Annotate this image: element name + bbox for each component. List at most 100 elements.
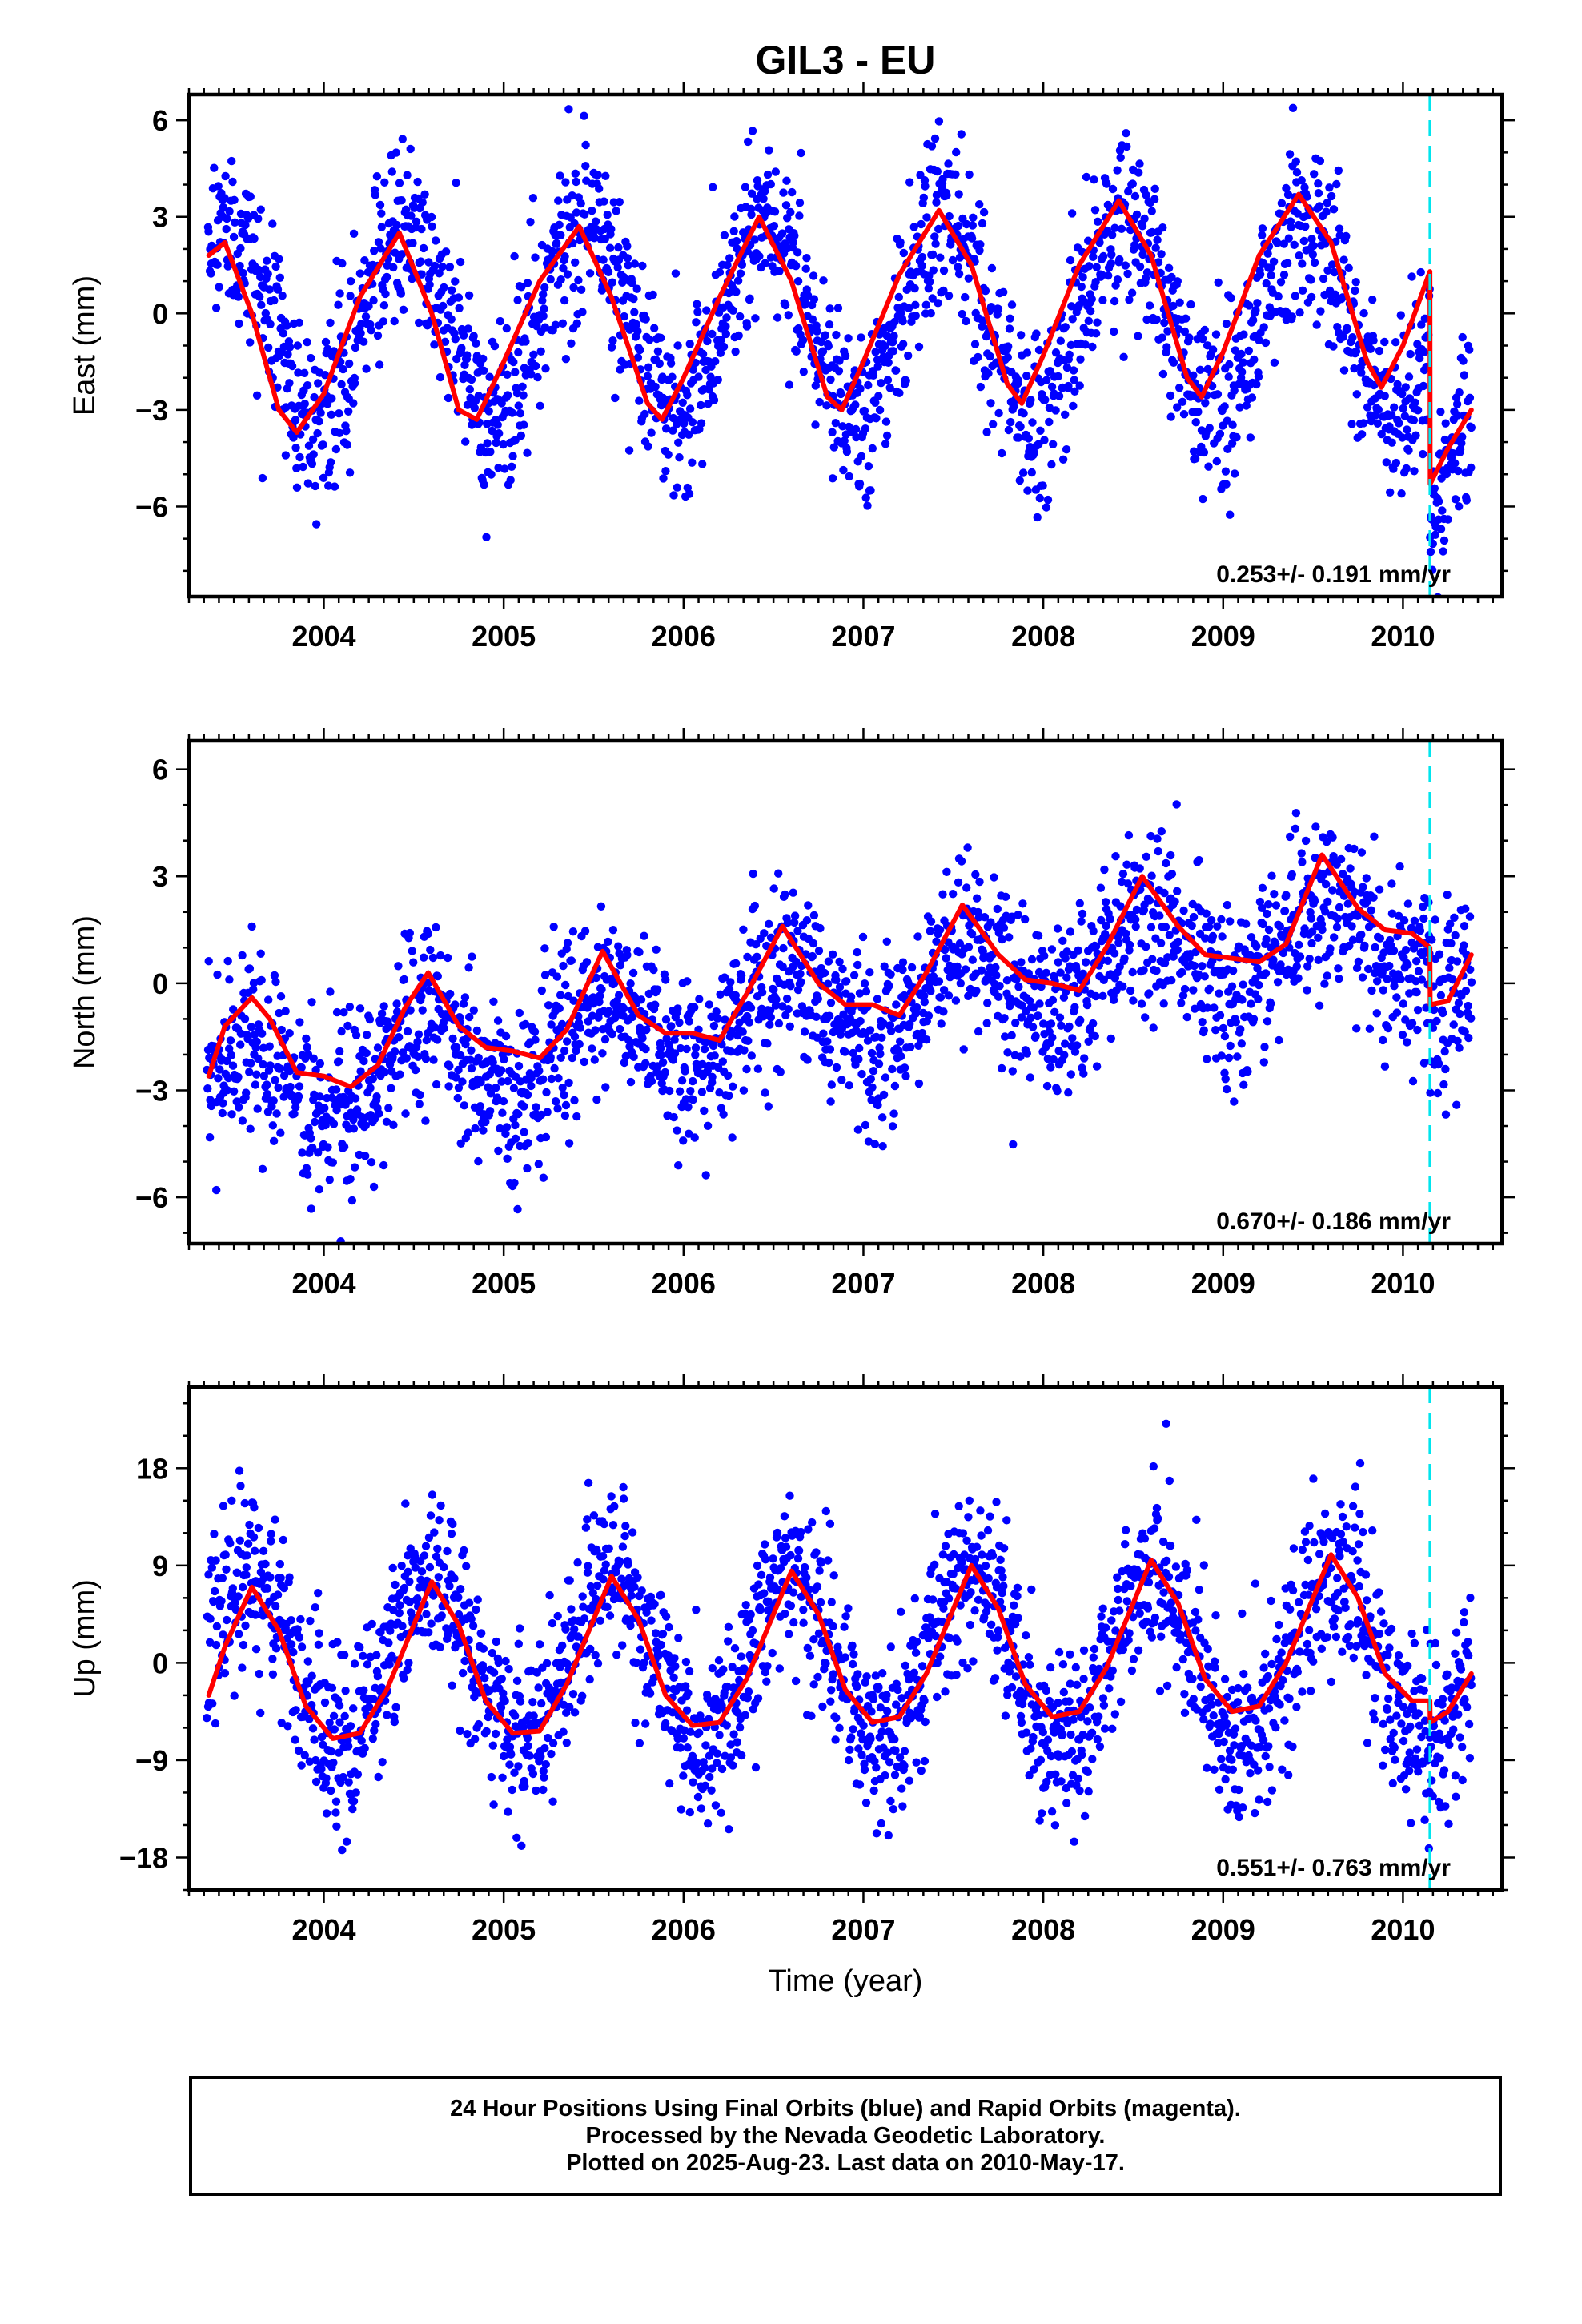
data-point xyxy=(1016,1052,1025,1061)
data-point xyxy=(729,227,738,235)
data-point xyxy=(817,337,826,347)
data-point xyxy=(651,382,660,392)
data-point xyxy=(1410,467,1419,476)
data-point xyxy=(511,1134,520,1144)
data-point xyxy=(972,987,981,995)
data-point xyxy=(1128,179,1138,188)
data-point xyxy=(503,370,512,379)
data-point xyxy=(720,231,729,239)
data-point xyxy=(570,1096,579,1105)
data-point xyxy=(748,127,757,135)
data-point xyxy=(944,991,954,1000)
data-point xyxy=(636,995,646,1004)
data-point xyxy=(1091,278,1100,287)
data-point xyxy=(951,170,960,179)
data-point xyxy=(361,1121,370,1130)
data-point xyxy=(1146,923,1156,931)
data-point xyxy=(630,259,640,268)
data-point xyxy=(698,349,708,359)
data-point xyxy=(965,170,974,179)
data-point xyxy=(656,1051,665,1059)
data-point xyxy=(954,269,964,279)
data-point xyxy=(332,1007,342,1017)
data-point xyxy=(1271,939,1280,948)
data-point xyxy=(855,479,865,489)
data-point xyxy=(492,1093,502,1102)
data-point xyxy=(1062,445,1071,454)
data-point xyxy=(1090,1031,1100,1041)
data-point xyxy=(1369,336,1378,345)
data-point xyxy=(591,1026,600,1035)
data-point xyxy=(564,105,573,114)
data-point xyxy=(496,1066,506,1075)
data-point xyxy=(263,269,272,279)
data-point xyxy=(214,182,223,191)
data-point xyxy=(993,904,1002,914)
data-point xyxy=(683,391,692,400)
data-point xyxy=(1307,292,1316,302)
data-point xyxy=(1357,930,1366,939)
data-point xyxy=(1365,1024,1375,1033)
data-point xyxy=(1055,1013,1065,1022)
data-point xyxy=(986,303,996,312)
x-tick-label: 2004 xyxy=(291,620,355,653)
data-point xyxy=(881,1073,890,1082)
data-point xyxy=(351,343,360,352)
data-point xyxy=(800,1027,809,1036)
data-point xyxy=(969,213,978,222)
data-point xyxy=(765,919,773,929)
data-point xyxy=(492,1084,500,1092)
data-point xyxy=(1147,871,1156,880)
data-point xyxy=(1243,1067,1252,1076)
data-point xyxy=(576,1023,584,1032)
data-point xyxy=(623,254,632,263)
data-point xyxy=(1259,919,1267,929)
data-point xyxy=(688,458,697,467)
data-point xyxy=(364,302,373,311)
data-point xyxy=(1082,958,1090,967)
data-point xyxy=(1237,349,1246,359)
data-point xyxy=(1006,314,1014,323)
data-point xyxy=(327,410,336,419)
data-point xyxy=(845,472,853,481)
data-point xyxy=(851,424,861,434)
data-point xyxy=(1019,409,1028,418)
data-point xyxy=(725,254,734,263)
data-point xyxy=(1295,251,1303,260)
data-point xyxy=(590,1055,599,1064)
data-point xyxy=(863,501,872,510)
data-point xyxy=(1258,231,1267,239)
data-point xyxy=(259,1072,269,1080)
data-point xyxy=(261,1559,270,1569)
data-point xyxy=(1357,848,1367,857)
data-point xyxy=(600,235,609,243)
data-point xyxy=(1180,984,1190,994)
data-point xyxy=(975,877,984,887)
data-point xyxy=(604,937,612,947)
data-point xyxy=(1451,495,1460,504)
data-point xyxy=(765,1020,774,1029)
data-point xyxy=(1227,439,1237,448)
data-point xyxy=(415,318,424,328)
data-point xyxy=(719,342,729,352)
data-point xyxy=(574,275,583,285)
data-point xyxy=(223,1086,231,1095)
data-point xyxy=(722,313,731,322)
data-point xyxy=(1060,1051,1069,1059)
data-point xyxy=(289,433,298,442)
data-point xyxy=(1299,236,1309,246)
data-point xyxy=(571,258,580,267)
data-point xyxy=(331,444,341,454)
data-point xyxy=(1195,365,1205,374)
data-point xyxy=(226,1036,235,1045)
data-point xyxy=(1199,448,1209,457)
data-point xyxy=(1068,1034,1077,1043)
data-point xyxy=(1150,195,1159,203)
data-point xyxy=(1017,1013,1026,1022)
data-point xyxy=(894,292,904,302)
data-point xyxy=(1169,301,1178,311)
data-point xyxy=(484,407,493,416)
y-tick-label: 6 xyxy=(152,104,168,137)
data-point xyxy=(499,1096,508,1106)
data-point xyxy=(307,1204,315,1213)
